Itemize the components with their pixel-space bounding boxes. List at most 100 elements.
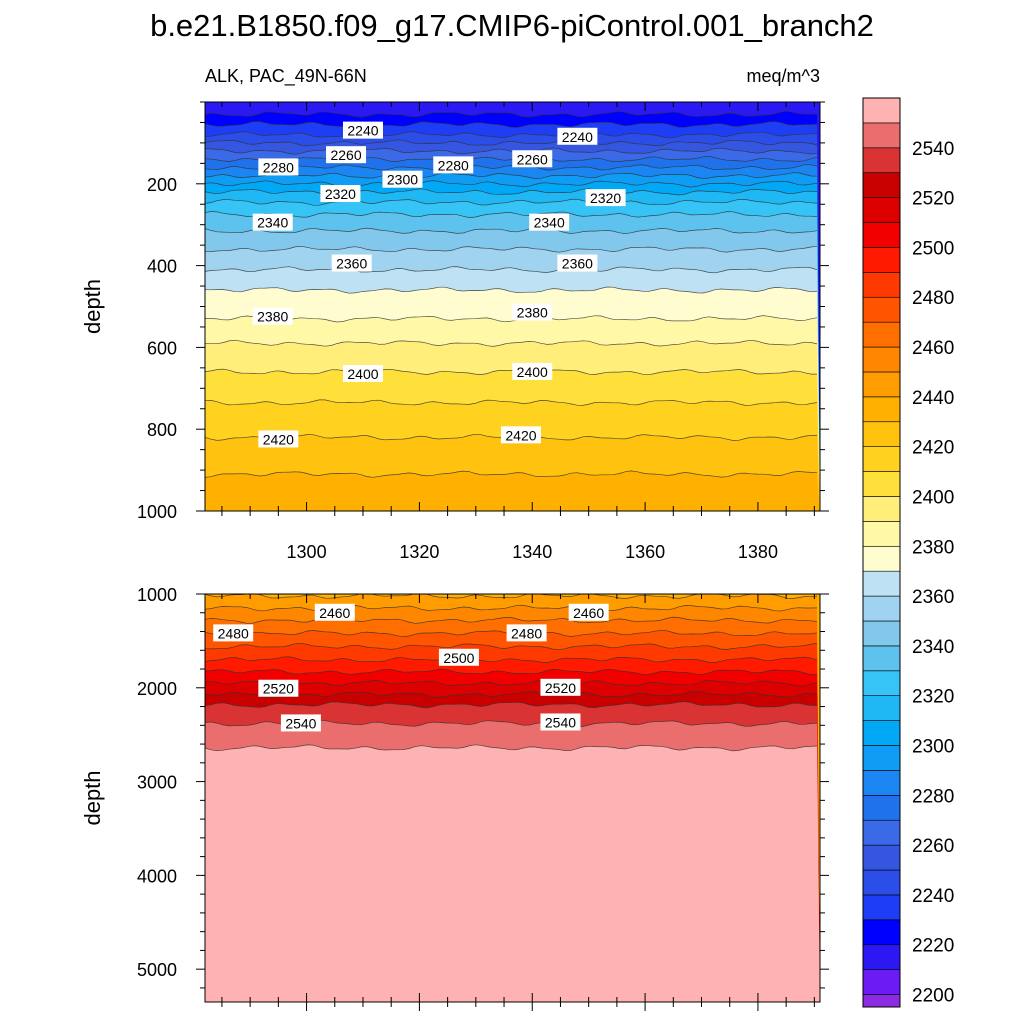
contour-line xyxy=(205,315,818,323)
svg-text:2400: 2400 xyxy=(517,364,548,380)
contour-label: 2320 xyxy=(320,185,361,203)
colorbar-swatch xyxy=(862,770,901,796)
colorbar-swatch xyxy=(862,695,901,721)
colorbar-tick-label: 2280 xyxy=(912,786,954,807)
y-tick-label: 400 xyxy=(147,257,177,277)
contour-line xyxy=(205,147,818,155)
colorbar-tick-label: 2340 xyxy=(912,637,954,658)
colorbar-swatch xyxy=(862,222,901,248)
contour-label: 2400 xyxy=(342,364,383,382)
colorbar-tick-label: 2260 xyxy=(912,836,954,857)
contour-line xyxy=(205,211,818,218)
svg-text:2260: 2260 xyxy=(517,151,548,167)
contour-line xyxy=(205,156,818,163)
svg-text:2520: 2520 xyxy=(263,681,294,697)
contour-line xyxy=(205,266,818,274)
contour-line xyxy=(205,286,818,294)
svg-text:2240: 2240 xyxy=(347,123,378,139)
colorbar-swatch xyxy=(862,745,901,771)
colorbar-swatch xyxy=(862,720,901,746)
svg-text:2280: 2280 xyxy=(438,157,469,173)
contour-line xyxy=(205,110,818,118)
colorbar-swatch xyxy=(862,521,901,547)
colorbar-swatch xyxy=(862,844,901,871)
y-tick-label: 2000 xyxy=(137,679,177,699)
x-tick-label: 1300 xyxy=(287,542,327,562)
contour-label: 2340 xyxy=(529,213,570,231)
svg-text:2540: 2540 xyxy=(545,714,576,730)
contour-label: 2460 xyxy=(568,603,609,621)
svg-text:2380: 2380 xyxy=(257,309,288,325)
colorbar-tick-label: 2420 xyxy=(912,438,954,459)
y-tick-label: 1000 xyxy=(137,502,177,522)
colorbar-swatch xyxy=(862,371,901,398)
colorbar: 2540 2520 2500 2480 2460 2440 2420 2400 2380 2360… xyxy=(862,97,954,1008)
colorbar-swatch xyxy=(862,496,901,522)
svg-text:2380: 2380 xyxy=(517,305,548,321)
y-tick-label: 600 xyxy=(147,338,177,358)
contour-label: 2540 xyxy=(540,713,581,731)
colorbar-swatch xyxy=(862,869,901,896)
colorbar-swatch xyxy=(862,670,901,696)
contour-line xyxy=(205,131,818,139)
colorbar-swatch xyxy=(862,346,901,373)
y-tick-label: 200 xyxy=(147,175,177,195)
contour-line xyxy=(205,198,818,206)
colorbar-tick-label: 2220 xyxy=(912,936,954,957)
colorbar-swatch xyxy=(862,97,901,124)
contour-label: 2280 xyxy=(258,158,299,176)
colorbar-swatch xyxy=(862,994,901,1008)
upper-depth-panel: 2240 2240 2260 2260 2280 2280 2300 2320 2320 2340… xyxy=(80,101,829,562)
contour-label: 2260 xyxy=(512,150,553,168)
contour-line xyxy=(205,399,818,406)
colorbar-swatch xyxy=(862,172,901,198)
deep-depth-panel: 2460 2460 2480 2480 2500 2520 2520 2540 2540 1000… xyxy=(80,585,829,1011)
contour-line xyxy=(205,139,818,147)
colorbar-swatch xyxy=(862,894,901,921)
contour-line xyxy=(205,668,818,675)
contour-line xyxy=(205,188,818,196)
contour-label: 2360 xyxy=(331,254,372,272)
contour-label: 2400 xyxy=(512,362,553,380)
svg-text:2460: 2460 xyxy=(573,605,604,621)
contour-line xyxy=(205,180,818,188)
contour-line xyxy=(205,616,818,624)
contour-line xyxy=(205,690,818,698)
contour-line xyxy=(205,656,818,663)
contour-line xyxy=(205,701,817,709)
y-axis-label: depth xyxy=(80,770,105,825)
svg-text:2240: 2240 xyxy=(562,129,593,145)
contour-line xyxy=(205,642,818,651)
svg-text:2500: 2500 xyxy=(443,650,474,666)
contour-line xyxy=(205,679,818,687)
colorbar-swatch xyxy=(862,446,901,472)
contour-label: 2520 xyxy=(258,679,299,697)
svg-text:2480: 2480 xyxy=(511,625,542,641)
colorbar-swatch xyxy=(862,545,901,572)
colorbar-swatch xyxy=(862,620,901,647)
x-tick-label: 1360 xyxy=(625,542,665,562)
colorbar-swatch xyxy=(862,396,901,423)
svg-text:2460: 2460 xyxy=(319,605,350,621)
contour-line xyxy=(205,604,818,612)
colorbar-tick-label: 2460 xyxy=(912,338,954,359)
y-tick-label: 1000 xyxy=(137,585,177,605)
svg-text:2360: 2360 xyxy=(562,256,593,272)
contour-line xyxy=(205,245,818,253)
svg-text:2280: 2280 xyxy=(263,159,294,175)
contour-line xyxy=(205,339,818,347)
colorbar-swatch xyxy=(862,570,901,597)
contour-line xyxy=(205,368,817,376)
colorbar-tick-label: 2320 xyxy=(912,687,954,708)
colorbar-swatch xyxy=(862,247,901,273)
contour-line xyxy=(205,172,818,179)
contour-label: 2460 xyxy=(314,603,355,621)
contour-fill-band xyxy=(205,470,820,511)
colorbar-tick-label: 2240 xyxy=(912,886,954,907)
contour-label: 2480 xyxy=(213,624,254,642)
svg-text:2260: 2260 xyxy=(330,147,361,163)
svg-text:2340: 2340 xyxy=(534,215,565,231)
y-tick-label: 4000 xyxy=(137,866,177,886)
contour-label: 2520 xyxy=(540,678,581,696)
colorbar-tick-label: 2400 xyxy=(912,487,954,508)
